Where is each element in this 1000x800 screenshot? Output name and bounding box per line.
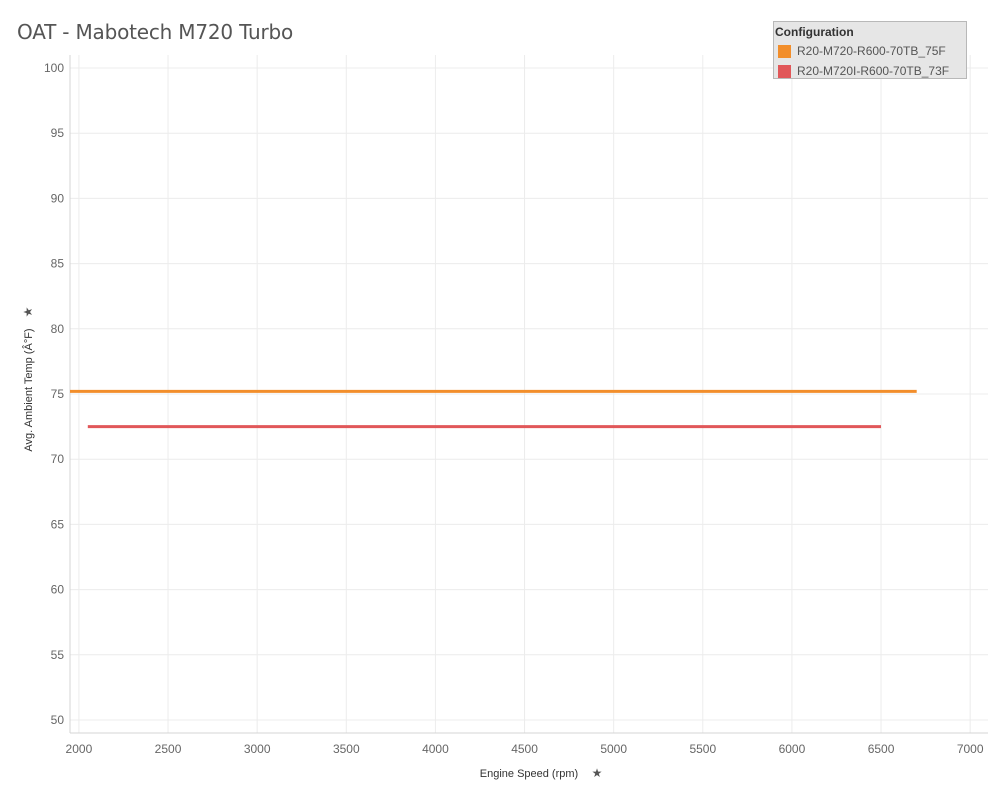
legend-item-1[interactable]: R20-M720I-R600-70TB_73F [774,61,966,81]
x-tick-label-3: 3500 [333,742,360,756]
y-tick-label-5: 75 [51,387,65,401]
x-tick-label-9: 6500 [868,742,895,756]
x-tick-label-7: 5500 [689,742,716,756]
y-tick-label-4: 70 [51,452,65,466]
axes: 50 55 60 65 70 75 80 85 90 95 100 2000 2500 3000 3500 4… [44,55,988,756]
y-tick-label-3: 65 [51,517,65,531]
x-axis-title: Engine Speed (rpm) [480,768,578,780]
x-tick-label-2: 3000 [244,742,271,756]
legend[interactable]: Configuration R20-M720-R600-70TB_75F R20… [773,21,967,79]
legend-swatch-0 [778,44,791,58]
legend-swatch-1 [778,64,791,78]
y-tick-label-1: 55 [51,648,65,662]
y-tick-label-8: 90 [51,191,65,205]
x-tick-label-6: 5000 [600,742,627,756]
y-axis-title: Avg. Ambient Temp (Â°F) [22,328,35,451]
y-tick-label-2: 60 [51,583,65,597]
axis-titles: Engine Speed (rpm) ★ Avg. Ambient Temp (Â°… [21,307,602,780]
y-tick-label-10: 100 [44,61,64,75]
chart-title: OAT - Mabotech M720 Turbo [17,20,294,44]
x-tick-label-10: 7000 [957,742,984,756]
x-tick-label-4: 4000 [422,742,449,756]
y-tick-label-7: 85 [51,257,65,271]
legend-item-0[interactable]: R20-M720-R600-70TB_75F [774,41,966,61]
grid [70,55,988,733]
x-tick-label-1: 2500 [155,742,182,756]
x-tick-label-5: 4500 [511,742,538,756]
legend-label-1: R20-M720I-R600-70TB_73F [797,64,950,78]
legend-label-0: R20-M720-R600-70TB_75F [797,44,946,58]
x-axis-pin-icon[interactable]: ★ [592,766,603,780]
x-tick-label-0: 2000 [66,742,93,756]
y-axis-pin-icon[interactable]: ★ [21,307,35,318]
y-tick-label-6: 80 [51,322,65,336]
series-lines [70,389,917,429]
x-tick-label-8: 6000 [779,742,806,756]
y-tick-label-0: 50 [51,713,65,727]
y-tick-label-9: 95 [51,126,65,140]
legend-title: Configuration [775,25,854,39]
